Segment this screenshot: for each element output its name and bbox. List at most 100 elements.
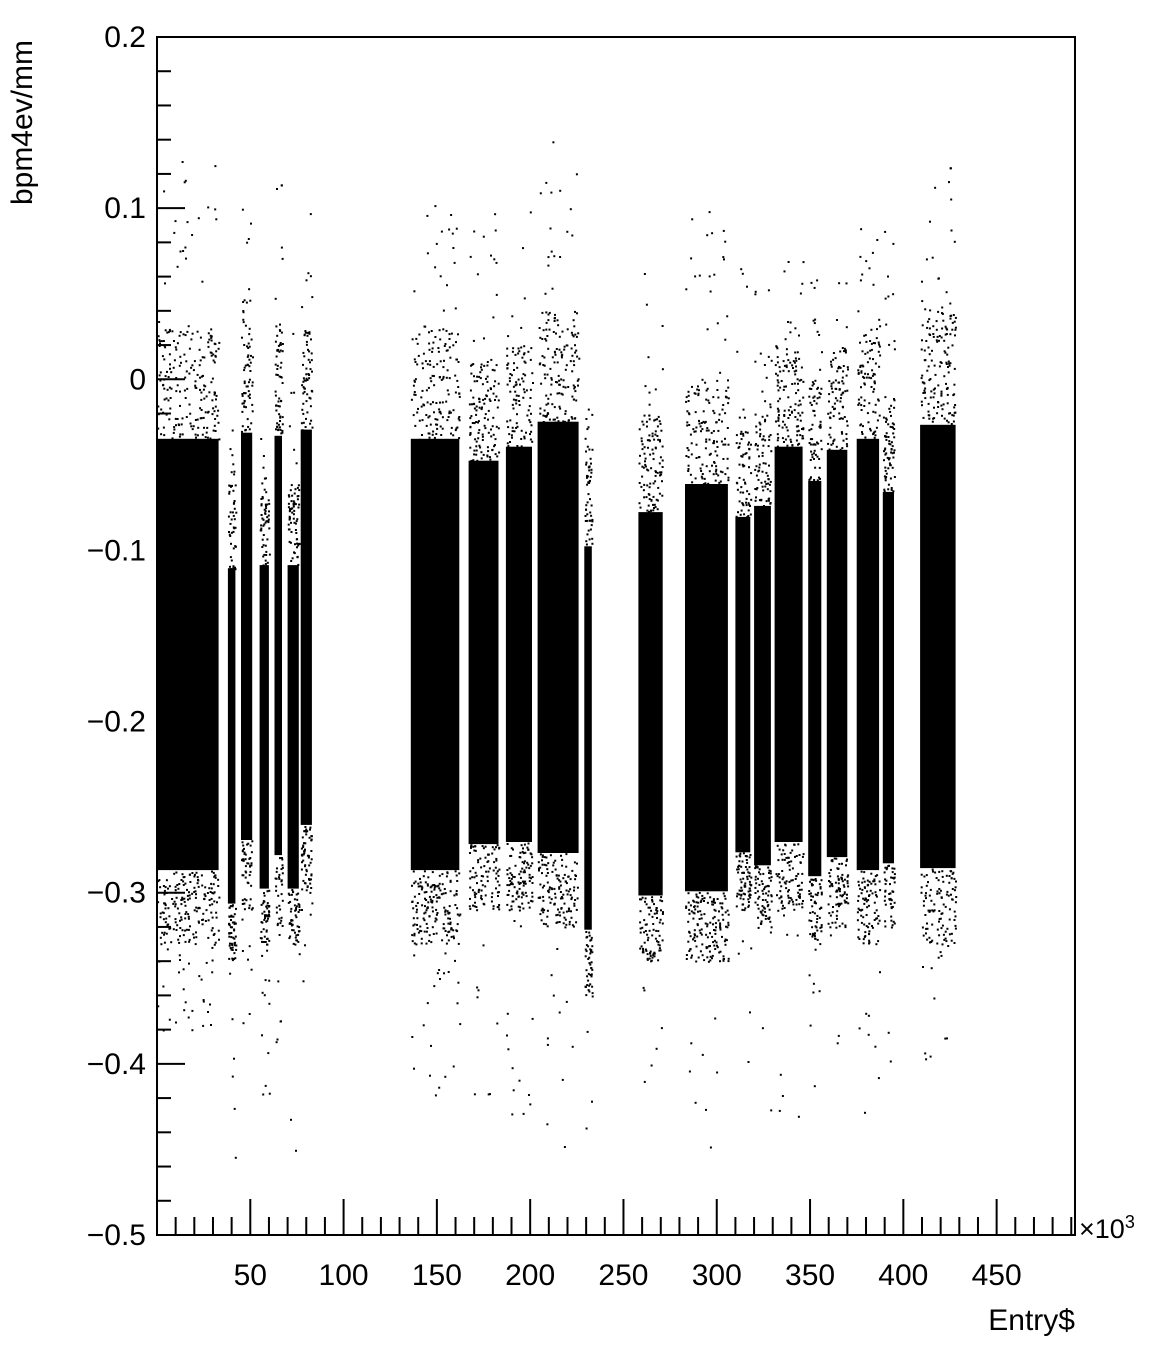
point — [241, 208, 244, 211]
point — [190, 366, 193, 369]
point — [811, 384, 814, 387]
point — [531, 440, 534, 443]
point — [688, 950, 691, 952]
point — [303, 842, 305, 845]
point — [425, 891, 428, 893]
point — [231, 904, 234, 907]
point — [641, 420, 644, 423]
point — [510, 881, 513, 884]
point — [268, 905, 271, 907]
point — [289, 935, 292, 938]
point — [231, 1018, 234, 1021]
point — [469, 886, 472, 889]
point — [695, 426, 698, 429]
point — [818, 990, 821, 993]
point — [310, 359, 313, 362]
point — [541, 855, 544, 858]
point — [709, 896, 712, 899]
point — [275, 877, 278, 880]
point — [262, 455, 265, 457]
point — [549, 901, 552, 904]
point — [295, 905, 298, 908]
point — [755, 443, 757, 445]
point — [458, 872, 461, 875]
point — [575, 399, 578, 402]
point — [931, 349, 933, 352]
point — [872, 433, 875, 436]
point — [709, 921, 712, 924]
point — [484, 413, 487, 416]
point — [218, 438, 221, 441]
point — [553, 887, 556, 890]
point — [717, 474, 720, 477]
point — [517, 352, 520, 355]
point — [769, 502, 772, 504]
point — [475, 892, 478, 895]
point — [943, 339, 946, 342]
point — [716, 946, 719, 949]
point — [829, 895, 832, 898]
point — [182, 934, 185, 937]
point — [179, 404, 181, 407]
point — [186, 888, 188, 891]
point — [561, 858, 564, 861]
point — [761, 451, 764, 454]
point — [571, 395, 574, 398]
point — [944, 351, 947, 354]
point — [497, 382, 500, 385]
point — [846, 882, 849, 885]
point — [923, 389, 926, 392]
point — [436, 363, 439, 366]
point — [214, 876, 217, 879]
point — [550, 898, 553, 901]
point — [694, 934, 696, 937]
point — [248, 874, 251, 877]
point — [523, 345, 526, 348]
point — [443, 972, 445, 975]
point — [433, 888, 436, 891]
point — [429, 423, 432, 426]
point — [950, 229, 953, 232]
point — [412, 907, 415, 910]
point — [210, 354, 213, 357]
point — [248, 428, 251, 431]
point — [868, 933, 871, 936]
run-core — [157, 438, 219, 871]
point — [243, 405, 246, 408]
point — [563, 420, 566, 423]
point — [808, 387, 811, 390]
point — [760, 920, 763, 923]
point — [434, 266, 437, 269]
point — [795, 439, 798, 442]
point — [570, 898, 573, 901]
point — [815, 402, 818, 405]
point — [716, 322, 719, 325]
point — [687, 920, 690, 923]
point — [703, 897, 706, 900]
point — [816, 455, 819, 458]
point — [702, 420, 705, 423]
point — [890, 404, 893, 407]
point — [818, 396, 821, 399]
point — [787, 856, 789, 859]
point — [711, 935, 714, 938]
point — [519, 906, 522, 909]
point — [727, 960, 730, 963]
point — [158, 879, 161, 882]
point — [888, 343, 891, 346]
point — [924, 397, 927, 400]
point — [948, 364, 951, 367]
point — [818, 883, 821, 886]
point — [761, 438, 764, 441]
point — [546, 881, 549, 884]
point — [243, 902, 246, 905]
point — [242, 1022, 245, 1025]
point — [185, 360, 188, 363]
point — [248, 397, 251, 399]
point — [297, 544, 300, 547]
point — [922, 904, 925, 907]
point — [470, 844, 473, 847]
point — [653, 903, 655, 906]
point — [787, 321, 789, 323]
point — [813, 933, 816, 936]
